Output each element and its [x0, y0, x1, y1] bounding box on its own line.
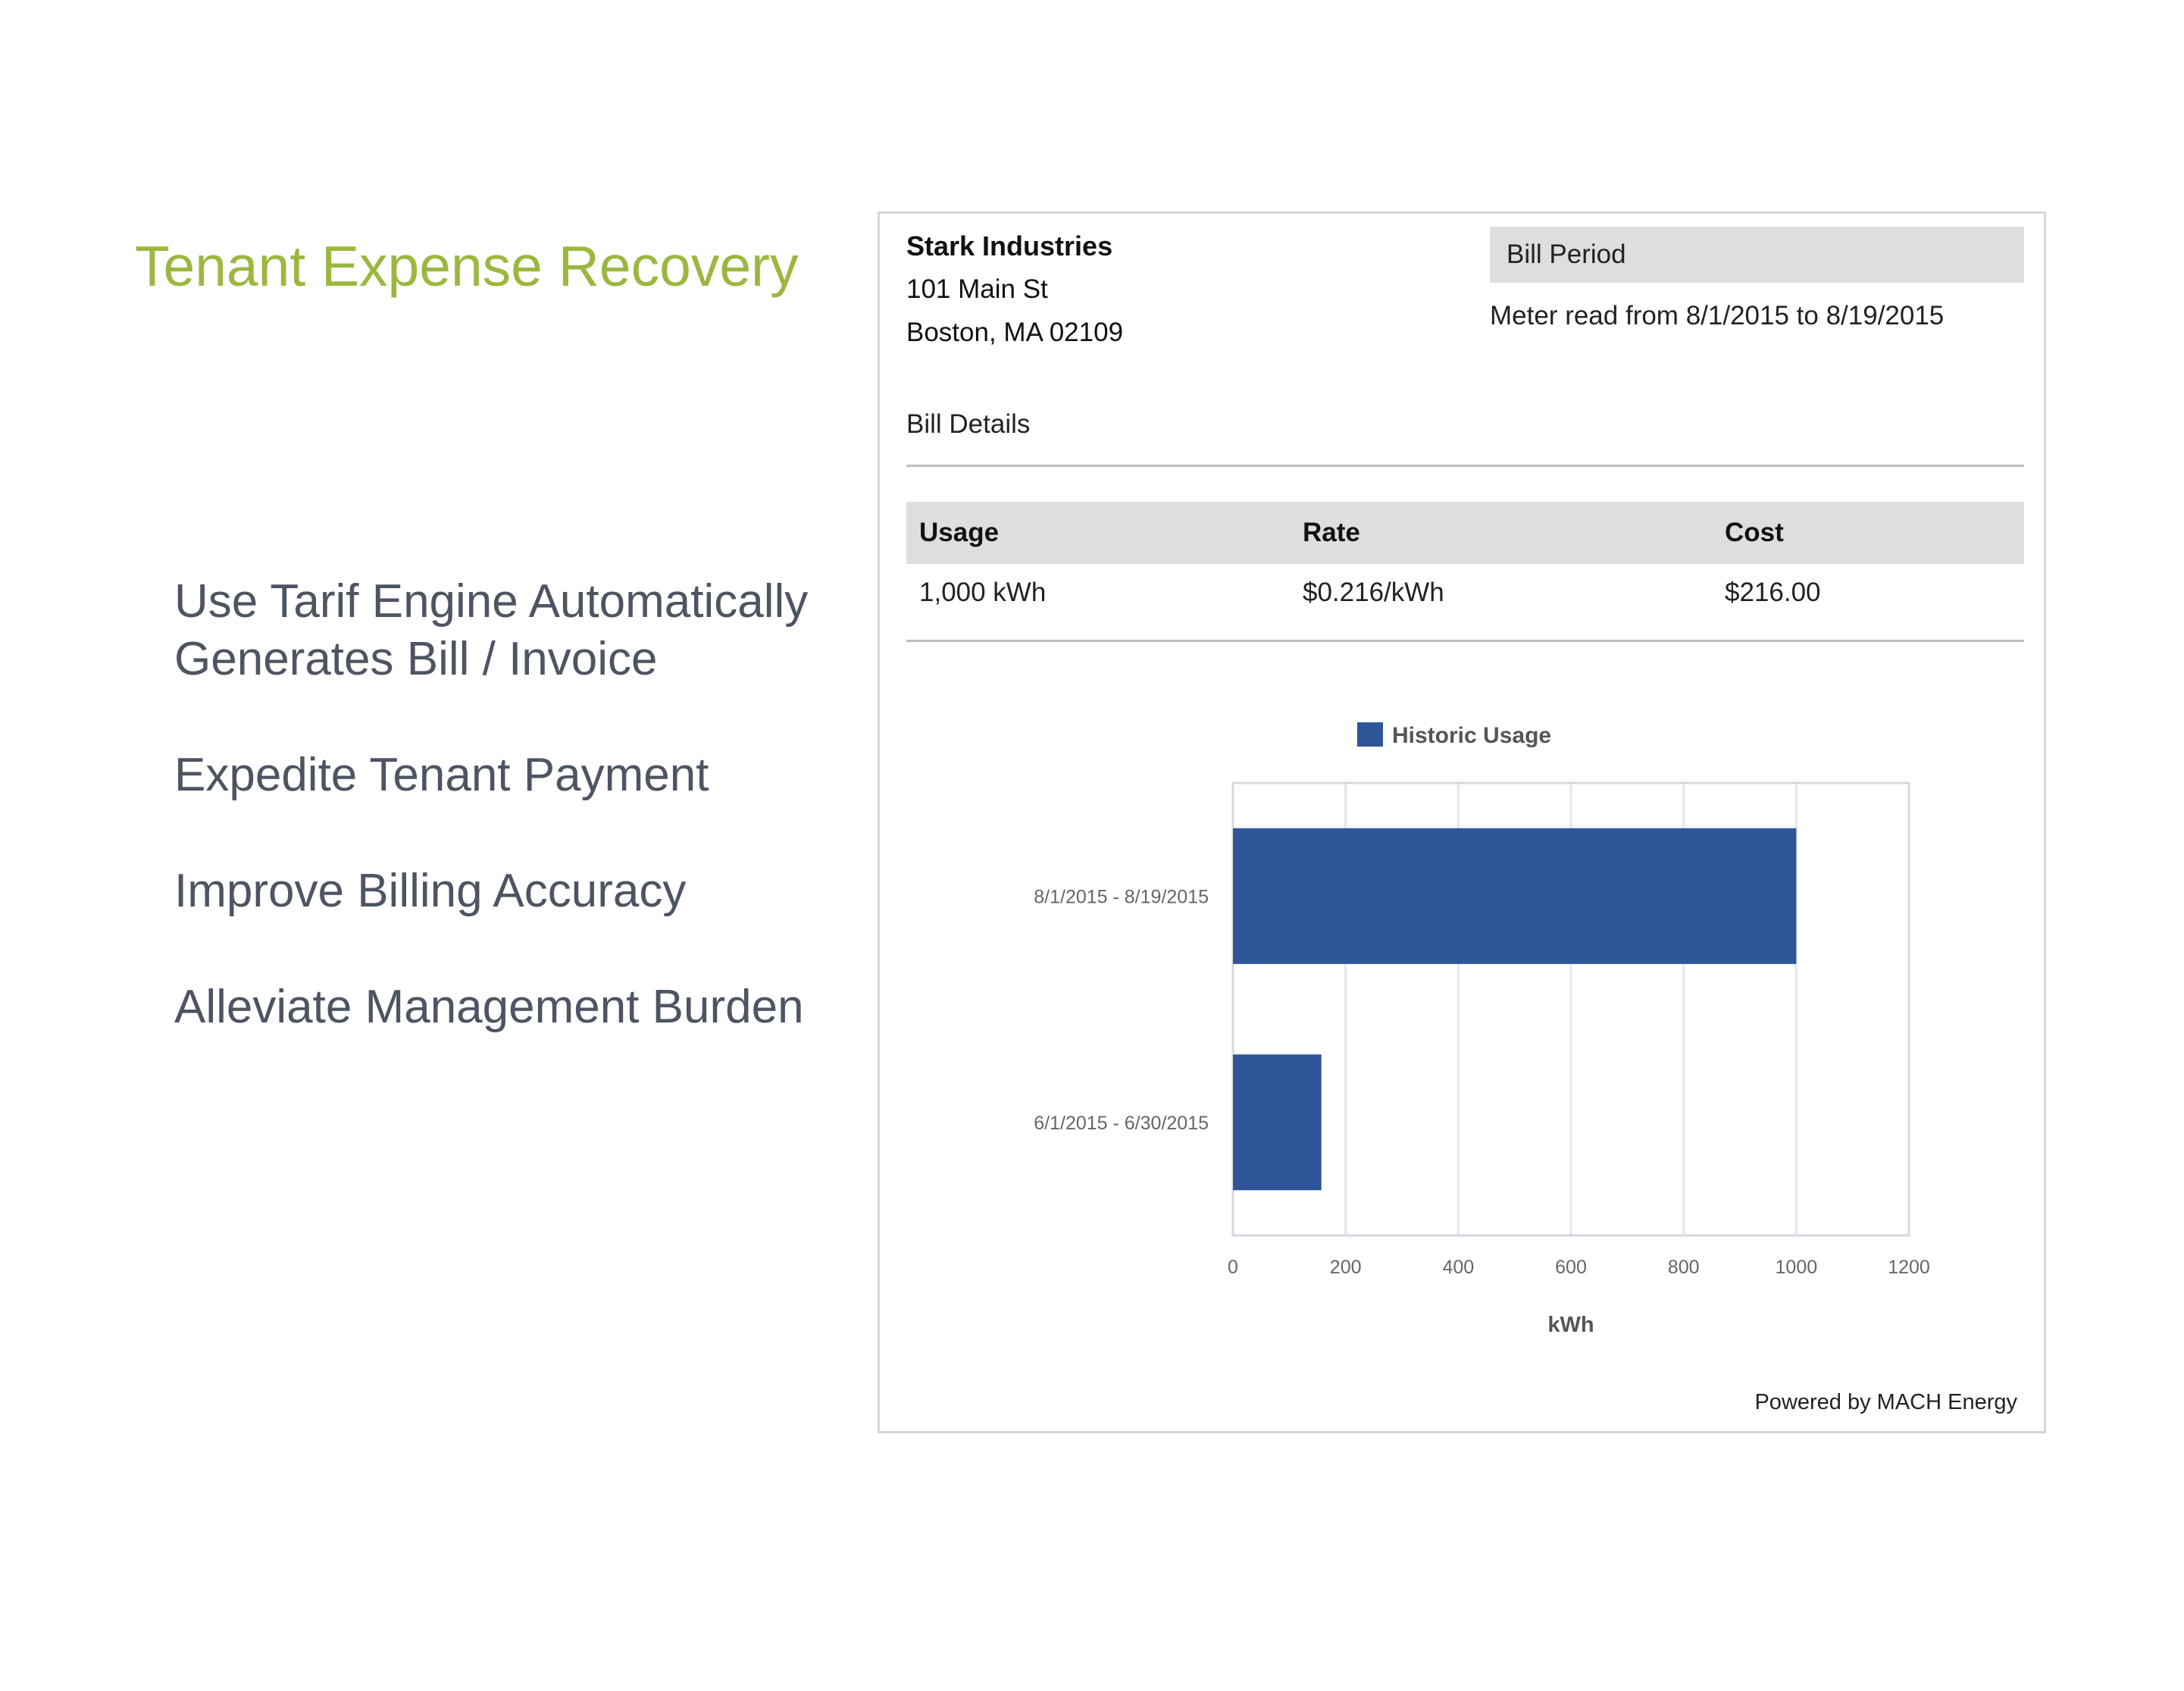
chart-category-label: 6/1/2015 - 6/30/2015	[1034, 1113, 1209, 1134]
chart-axis-title: kWh	[1547, 1313, 1594, 1337]
cell-rate: $0.216/kWh	[1303, 578, 1444, 607]
cell-usage: 1,000 kWh	[919, 578, 1047, 607]
legend-label: Historic Usage	[1392, 723, 1551, 748]
feature-tariff-engine: Use Tarif Engine Automatically Generates…	[174, 573, 808, 687]
bill-period-header: Bill Period	[1490, 227, 2024, 283]
header-usage: Usage	[919, 518, 1000, 547]
bill-details-label: Bill Details	[906, 409, 1031, 439]
feature-line-2: Generates Bill / Invoice	[174, 632, 658, 685]
address-line-1: 101 Main St	[906, 274, 1048, 304]
address-line-2: Boston, MA 02109	[906, 318, 1124, 347]
chart-tick-label: 600	[1555, 1257, 1587, 1278]
historic-usage-chart: 8/1/2015 - 8/19/2015 6/1/2015 - 6/30/2015…	[1034, 722, 1930, 1337]
page-headline: Tenant Expense Recovery	[135, 234, 799, 298]
feature-billing-accuracy: Improve Billing Accuracy	[174, 865, 687, 917]
chart-tick-label: 400	[1442, 1257, 1474, 1278]
cell-cost: $216.00	[1725, 578, 1821, 607]
chart-category-label: 8/1/2015 - 8/19/2015	[1034, 886, 1209, 907]
powered-by-text: Powered by MACH Energy	[1754, 1390, 2017, 1414]
header-cost: Cost	[1725, 518, 1784, 547]
chart-tick-label: 1000	[1776, 1257, 1818, 1278]
bill-card: Stark Industries 101 Main St Boston, MA …	[878, 211, 2046, 1433]
table-header: Usage Rate Cost	[906, 502, 2024, 564]
header-rate: Rate	[1303, 518, 1360, 547]
chart-plot-frame	[1231, 781, 1910, 1237]
legend-swatch	[1357, 722, 1383, 747]
chart-tick-label: 0	[1228, 1257, 1238, 1278]
chart-tick-label: 800	[1668, 1257, 1700, 1278]
meter-read-text: Meter read from 8/1/2015 to 8/19/2015	[1490, 301, 1945, 330]
feature-expedite-payment: Expedite Tenant Payment	[174, 749, 709, 801]
tenant-name: Stark Industries	[906, 230, 1113, 261]
chart-tick-label: 1200	[1888, 1257, 1930, 1278]
divider	[906, 465, 2024, 467]
feature-management-burden: Alleviate Management Burden	[174, 981, 804, 1033]
chart-tick-label: 200	[1330, 1257, 1362, 1278]
feature-line-1: Use Tarif Engine Automatically	[174, 575, 809, 628]
chart-bar	[1233, 828, 1797, 964]
divider	[906, 640, 2024, 642]
chart-bar	[1233, 1054, 1322, 1191]
